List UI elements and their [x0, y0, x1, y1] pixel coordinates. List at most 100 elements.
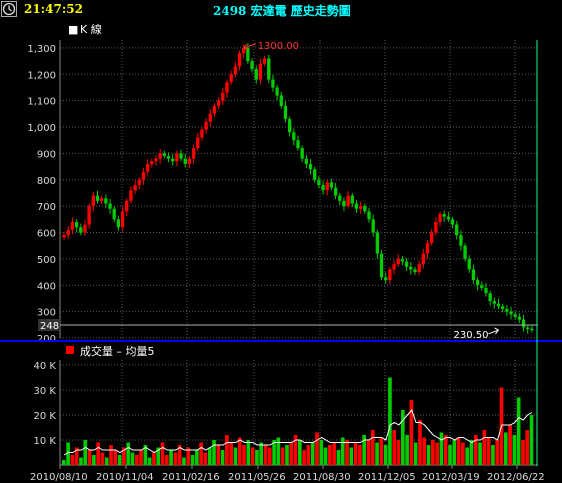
price-tick-label: 1,100	[27, 97, 56, 108]
x-tick-label: 2011/05/26	[228, 472, 286, 483]
candle-body	[513, 314, 517, 317]
volume-bar	[134, 455, 139, 465]
volume-bar	[225, 435, 229, 465]
volume-y-axis: 10 K 20 K 30 K 40 K	[34, 361, 57, 447]
candle-body	[396, 258, 400, 265]
candle-body	[388, 269, 392, 280]
candle-body	[450, 219, 455, 225]
candle-body	[333, 187, 338, 196]
volume-bar	[332, 442, 336, 465]
volume-bar	[349, 447, 354, 465]
volume-bar	[104, 457, 109, 465]
candle-body	[179, 153, 183, 159]
candle-body	[517, 316, 522, 320]
volume-bar	[521, 440, 525, 465]
candle-body	[329, 182, 334, 188]
volume-bar	[186, 447, 191, 465]
volume-bar	[177, 445, 182, 465]
candle-body	[154, 158, 158, 162]
volume-bar	[74, 447, 79, 465]
candle-body	[371, 219, 375, 233]
volume-bar	[456, 437, 461, 465]
volume-bar	[212, 440, 216, 465]
candle-body	[208, 113, 212, 122]
candle-body	[242, 47, 246, 54]
volume-bar	[319, 440, 324, 465]
clock-icon[interactable]	[1, 1, 17, 17]
volume-bar	[190, 455, 195, 465]
candle-body	[233, 66, 238, 75]
candle-body	[166, 156, 171, 159]
candle-body	[83, 224, 87, 233]
price-tick-label: 1,200	[27, 70, 56, 81]
price-tick-label: 1,000	[27, 123, 56, 134]
candle-body	[120, 211, 125, 228]
candle-body	[74, 221, 79, 228]
volume-bar	[169, 450, 173, 465]
candle-body	[346, 195, 350, 207]
candle-body	[463, 245, 467, 259]
volume-bar	[285, 445, 289, 465]
volume-bar	[362, 435, 367, 465]
candle-body	[438, 214, 442, 222]
candle-body	[129, 190, 133, 201]
candle-body	[363, 206, 367, 212]
x-tick-label: 2010/08/10	[30, 472, 88, 483]
candle-body	[459, 235, 463, 246]
volume-bar	[426, 445, 431, 465]
volume-bar	[452, 440, 457, 465]
candle-body	[162, 153, 167, 157]
candle-body	[275, 87, 279, 96]
candle-body	[296, 140, 300, 149]
candle-body	[354, 203, 359, 209]
candle-body	[321, 185, 325, 191]
price-tick-label: 900	[37, 149, 56, 160]
candle-body	[116, 219, 121, 228]
volume-bar	[237, 437, 242, 465]
volume-bar	[160, 442, 165, 465]
candle-body	[400, 258, 405, 262]
candle-body	[434, 221, 438, 233]
volume-bar	[173, 452, 178, 465]
candle-body	[187, 158, 192, 164]
volume-bar	[529, 415, 534, 465]
volume-bar	[495, 440, 500, 465]
volume-bar	[435, 442, 439, 465]
candle-body	[87, 206, 91, 225]
volume-bar	[113, 450, 118, 465]
candle-body	[254, 69, 258, 80]
volume-bar	[199, 442, 203, 465]
candle-body	[350, 195, 354, 204]
candle-body	[250, 61, 254, 70]
volume-bar	[216, 445, 221, 465]
volume-bar	[109, 445, 113, 465]
volume-bar	[156, 447, 161, 465]
volume-bar	[233, 447, 238, 465]
volume-bar	[83, 440, 88, 465]
volume-bar	[126, 442, 131, 465]
candle-body	[125, 200, 129, 212]
candle-body	[484, 287, 488, 294]
candle-body	[212, 105, 217, 114]
price-tick-label: 500	[37, 255, 56, 266]
volume-bar	[289, 442, 294, 465]
candle-body	[375, 232, 380, 254]
volume-bar	[465, 447, 469, 465]
volume-bar	[503, 432, 508, 465]
candle-body	[421, 253, 425, 265]
volume-bar	[443, 435, 448, 465]
volume-bar	[375, 442, 379, 465]
volume-tick-label: 40 K	[34, 361, 57, 372]
high-arrow-icon	[243, 43, 256, 51]
volume-bar	[370, 430, 375, 465]
candle-body	[509, 311, 513, 315]
candle-body	[262, 58, 267, 64]
candle-body	[501, 306, 505, 309]
volume-bar	[336, 450, 341, 465]
volume-legend-marker	[66, 346, 74, 354]
candle-body	[304, 158, 309, 164]
volume-bar	[358, 445, 362, 465]
current-price-box	[38, 319, 60, 331]
volume-bar	[396, 440, 401, 465]
volume-bar	[242, 445, 246, 465]
